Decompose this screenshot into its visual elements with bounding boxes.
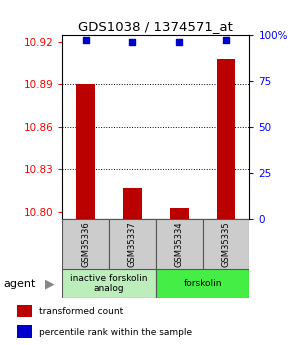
Bar [17,325,32,338]
Bar [217,59,235,219]
Point [130,39,135,45]
Point [84,37,88,43]
Bar [203,219,249,269]
Bar [62,269,156,298]
Text: GSM35337: GSM35337 [128,221,137,267]
Text: GSM35334: GSM35334 [175,221,184,267]
Text: agent: agent [3,279,35,289]
Text: transformed count: transformed count [39,307,123,316]
Title: GDS1038 / 1374571_at: GDS1038 / 1374571_at [78,20,233,33]
Bar [123,188,142,219]
Bar [156,269,249,298]
Text: inactive forskolin
analog: inactive forskolin analog [70,274,148,294]
Text: ▶: ▶ [45,277,55,290]
Bar [170,208,188,219]
Text: GSM35336: GSM35336 [81,221,90,267]
Text: GSM35335: GSM35335 [222,221,231,267]
Point [177,39,182,45]
Bar [17,305,32,317]
Bar [156,219,203,269]
Text: forskolin: forskolin [183,279,222,288]
Point [224,37,228,43]
Bar [62,219,109,269]
Text: percentile rank within the sample: percentile rank within the sample [39,328,192,337]
Bar [76,84,95,219]
Bar [109,219,156,269]
